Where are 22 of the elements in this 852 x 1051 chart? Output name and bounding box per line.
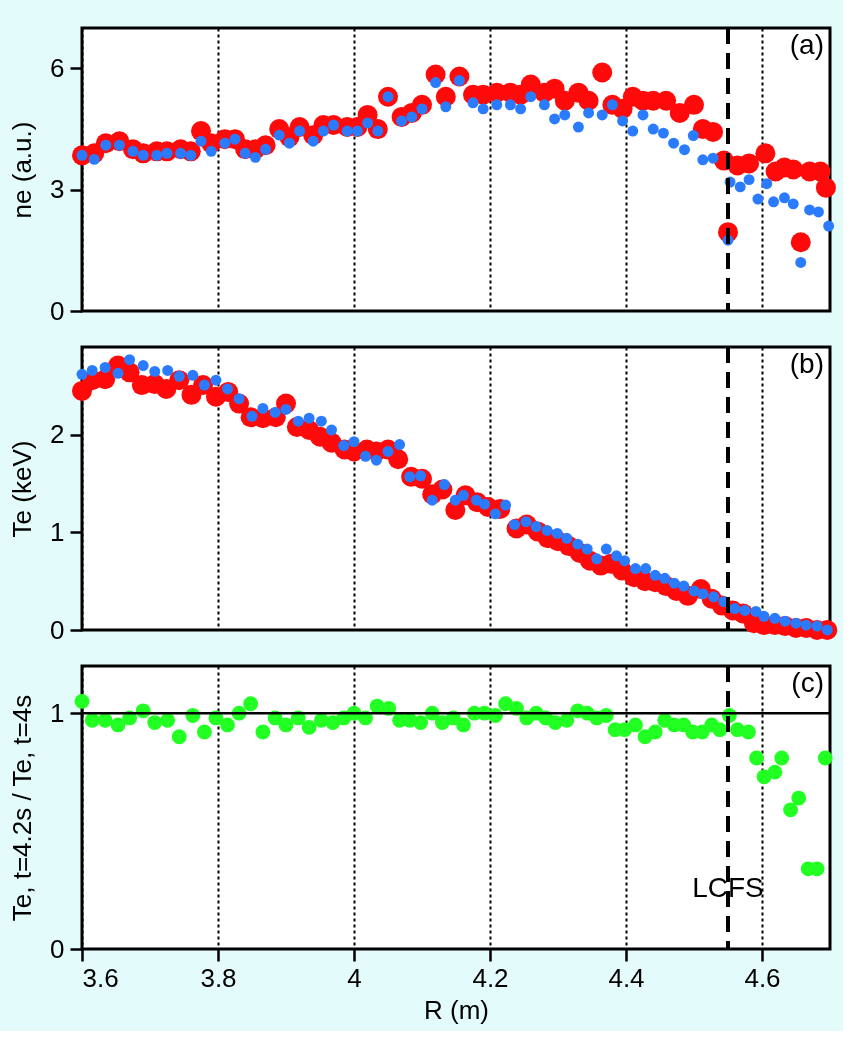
- ref-line-label: LCFS: [692, 872, 764, 903]
- annotation: (a): [789, 29, 824, 60]
- x-tick-label: 4.6: [744, 962, 781, 993]
- annotation: (c): [791, 667, 824, 698]
- y-axis-title: Te, t=4.2s / Te, t=4s: [7, 694, 38, 922]
- x-tick-label: 4.4: [608, 962, 645, 993]
- y-tick-label: 1: [50, 697, 65, 728]
- y-tick-label: 6: [50, 52, 65, 83]
- y-tick-label: 0: [50, 933, 65, 964]
- annotation: (b): [789, 348, 824, 379]
- y-tick-label: 2: [50, 419, 65, 450]
- y-tick-label: 3: [50, 174, 65, 205]
- x-tick-label: 4: [347, 962, 362, 993]
- y-tick-label: 0: [50, 614, 65, 645]
- x-tick-label: 3.8: [200, 962, 237, 993]
- y-tick-label: 1: [50, 516, 65, 547]
- y-tick-label: 0: [50, 295, 65, 326]
- x-tick-label: 4.2: [472, 962, 509, 993]
- y-axis-title: ne (a.u.): [7, 121, 38, 219]
- x-axis-title: R (m): [424, 994, 489, 1025]
- y-axis-title: Te (keV): [7, 440, 38, 538]
- x-tick-label: 3.6: [82, 962, 119, 993]
